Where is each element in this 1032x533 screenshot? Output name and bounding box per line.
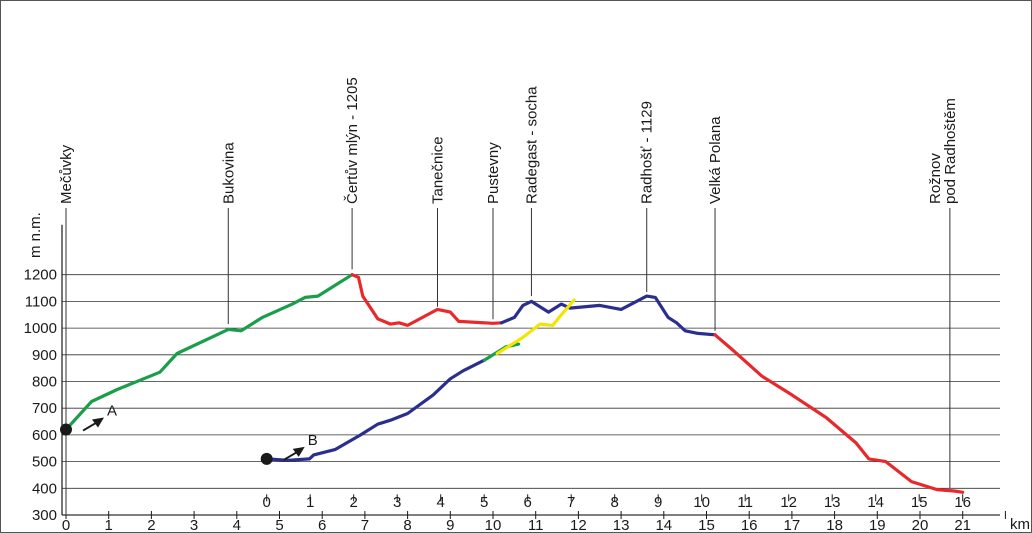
start-dot-A xyxy=(60,423,72,436)
x-main-tick-label: 6 xyxy=(318,517,326,533)
start-markers: AB xyxy=(60,403,318,465)
series-line-blue xyxy=(265,358,487,462)
place-label: Mečůvky xyxy=(58,144,75,204)
start-label-A: A xyxy=(107,403,117,420)
x-b-tick-label: 9 xyxy=(654,494,662,511)
start-arrowhead-B xyxy=(292,446,305,457)
x-main-tick-label: 1 xyxy=(105,517,113,533)
x-main-tick-label: 13 xyxy=(613,517,630,533)
series-line-yellow xyxy=(495,298,576,356)
y-tick-label: 500 xyxy=(32,454,57,471)
x-b-tick-label: 3 xyxy=(393,494,401,511)
x-main-tick-label: 8 xyxy=(403,517,411,533)
y-tick-label: 300 xyxy=(32,507,57,524)
x-main-tick-label: 12 xyxy=(570,517,587,533)
x-main-tick-label: 17 xyxy=(784,517,801,533)
x-main-tick-label: 5 xyxy=(275,517,283,533)
x-b-tick-label: 14 xyxy=(867,494,884,511)
y-tick-label: 1000 xyxy=(24,320,57,337)
start-arrowhead-A xyxy=(92,417,104,428)
x-b-tick-label: 2 xyxy=(350,494,358,511)
x-main-tick-label: 11 xyxy=(528,517,544,533)
y-tick-label: 800 xyxy=(32,374,57,391)
x-axis-unit: km xyxy=(1010,516,1030,533)
place-label: Tanečnice xyxy=(429,136,446,204)
x-b-tick-label: 6 xyxy=(524,494,532,511)
y-tick-label: 1100 xyxy=(25,293,57,310)
x-b-tick-label: 11 xyxy=(737,494,753,511)
x-main-tick-label: 3 xyxy=(190,517,198,533)
series-layer xyxy=(64,273,965,494)
x-main-tick-label: 19 xyxy=(869,517,886,533)
x-main-tick-label: 18 xyxy=(826,517,843,533)
start-dot-B xyxy=(260,452,273,465)
place-label: Velká Polana xyxy=(707,116,724,204)
x-b-tick-label: 5 xyxy=(480,494,488,511)
x-main-tick-label: 9 xyxy=(446,517,454,533)
place-markers: Mečůvky Bukovina Čertův mlýn - 1205 Tanečni… xyxy=(58,77,959,515)
series-line-blue xyxy=(499,294,717,337)
x-main-tick-label: 14 xyxy=(655,517,672,533)
y-tick-label: 400 xyxy=(32,480,57,497)
place-label: Radhošť - 1129 xyxy=(639,101,656,204)
place-label: Bukovina xyxy=(220,142,237,204)
x-main-tick-label: 10 xyxy=(485,517,502,533)
x-b-tick-label: 0 xyxy=(263,494,271,511)
x-b-tick-label: 4 xyxy=(437,494,445,511)
x-b-tick-label: 15 xyxy=(911,494,928,511)
x-b-tick-label: 8 xyxy=(611,494,619,511)
x-tick-labels: 0 1 2 3 4 5 6 7 8 9 10 11 12 13 14 15 16 17 18 19 20 210 1 2 3 4 5… xyxy=(62,494,971,533)
y-tick-label: 600 xyxy=(32,427,57,444)
place-label: Čertův mlýn - 1205 xyxy=(344,77,361,204)
x-b-tick-label: 12 xyxy=(780,494,797,511)
x-main-tick-label: 4 xyxy=(233,517,241,533)
y-tick-label: 1200 xyxy=(24,267,57,284)
x-b-tick-label: 1 xyxy=(306,494,314,511)
y-tick-label: 700 xyxy=(32,400,57,417)
x-main-tick-label: 20 xyxy=(912,517,929,533)
x-main-tick-label: 15 xyxy=(698,517,715,533)
y-tick-labels: 300 400 500 600 700 800 900 1000 1100 1200 xyxy=(24,267,57,524)
y-axis-label: m n.m. xyxy=(27,212,44,258)
x-b-tick-label: 16 xyxy=(954,494,971,511)
series-line-red xyxy=(350,273,504,327)
y-tick-label: 900 xyxy=(32,347,57,364)
x-b-tick-label: 7 xyxy=(567,494,575,511)
x-main-tick-label: 2 xyxy=(147,517,155,533)
place-label: Pustevny xyxy=(485,142,502,204)
place-label: Radegast - socha xyxy=(523,86,540,204)
x-main-tick-label: 7 xyxy=(361,517,369,533)
series-line-red xyxy=(713,333,965,494)
x-main-tick-label: 21 xyxy=(954,517,971,533)
series-line-green xyxy=(64,273,354,432)
place-label: Rožnovpod Radhoštěm xyxy=(927,98,959,204)
x-main-tick-label: 16 xyxy=(741,517,758,533)
start-label-B: B xyxy=(308,432,318,449)
x-b-tick-label: 13 xyxy=(824,494,841,511)
x-main-tick-label: 0 xyxy=(62,517,70,533)
x-b-tick-label: 10 xyxy=(693,494,710,511)
